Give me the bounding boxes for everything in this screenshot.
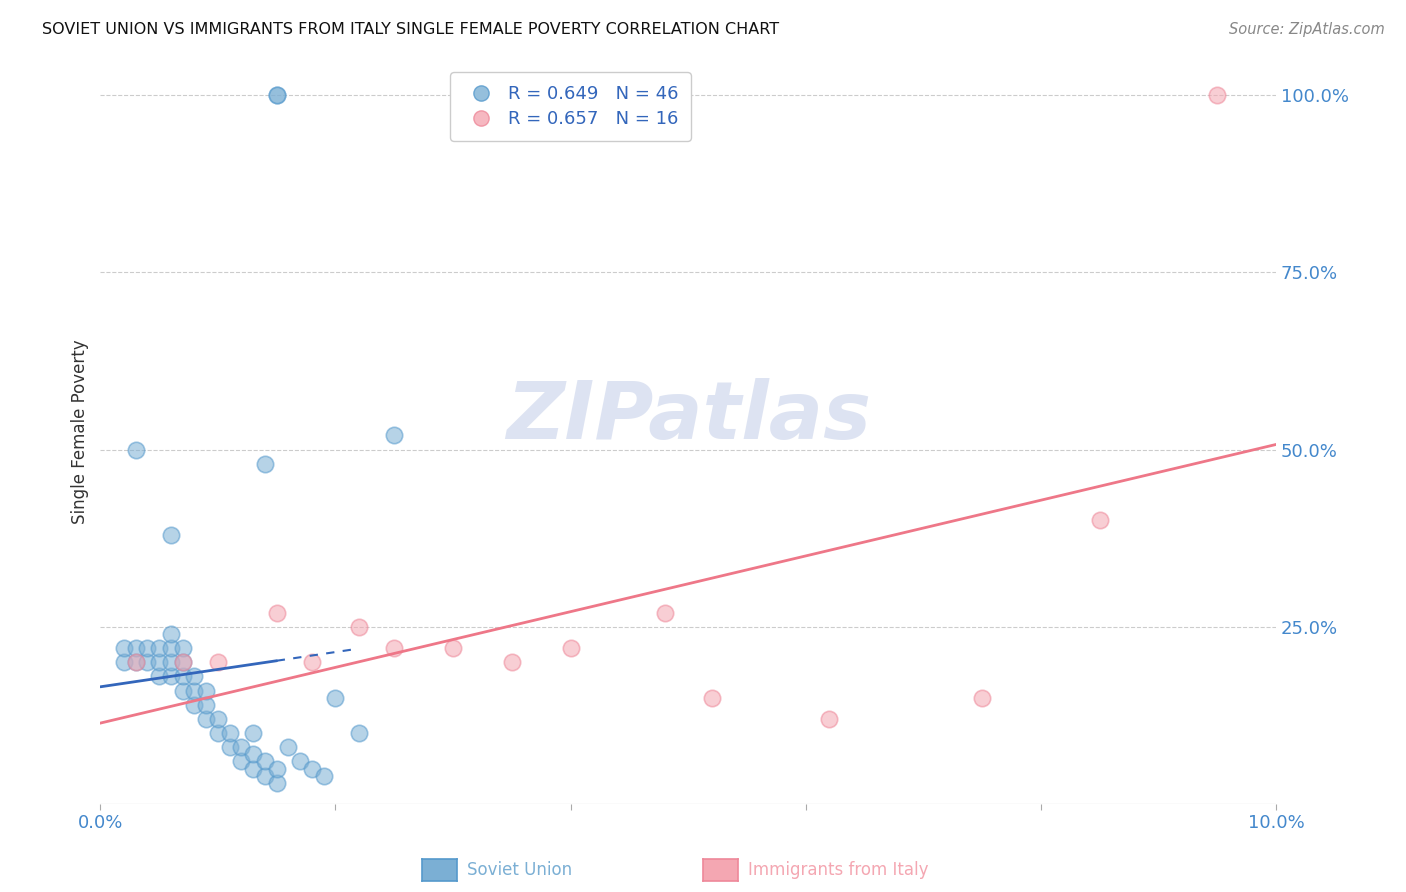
Text: Immigrants from Italy: Immigrants from Italy xyxy=(748,861,928,880)
Point xyxy=(277,740,299,755)
Point xyxy=(207,655,229,669)
Point xyxy=(124,442,146,457)
Point xyxy=(172,655,194,669)
Text: ZIPatlas: ZIPatlas xyxy=(506,378,870,456)
Point xyxy=(183,669,205,683)
Point xyxy=(160,669,183,683)
Point xyxy=(301,655,323,669)
Point xyxy=(253,457,276,471)
Point xyxy=(148,655,170,669)
Text: Source: ZipAtlas.com: Source: ZipAtlas.com xyxy=(1229,22,1385,37)
Point xyxy=(218,726,240,740)
Point xyxy=(183,683,205,698)
Point xyxy=(253,755,276,769)
Point xyxy=(1206,88,1229,103)
Point xyxy=(136,655,159,669)
Point xyxy=(172,683,194,698)
Point xyxy=(818,712,841,726)
Point xyxy=(266,762,288,776)
Legend: R = 0.649   N = 46, R = 0.657   N = 16: R = 0.649 N = 46, R = 0.657 N = 16 xyxy=(450,72,692,141)
Point xyxy=(112,655,135,669)
Point xyxy=(560,640,582,655)
Point xyxy=(112,640,135,655)
Point xyxy=(700,690,723,705)
Point xyxy=(124,655,146,669)
Point xyxy=(195,712,218,726)
Point xyxy=(172,655,194,669)
Point xyxy=(160,527,183,541)
Point xyxy=(290,755,312,769)
Point xyxy=(207,726,229,740)
Point xyxy=(382,428,405,442)
Point xyxy=(195,698,218,712)
Point xyxy=(253,769,276,783)
Point xyxy=(172,669,194,683)
Point xyxy=(1088,513,1111,527)
Point xyxy=(266,88,288,103)
Point xyxy=(172,640,194,655)
Point xyxy=(242,726,264,740)
Text: Soviet Union: Soviet Union xyxy=(467,861,572,880)
Point xyxy=(654,606,676,620)
Point xyxy=(136,640,159,655)
Point xyxy=(242,762,264,776)
Point xyxy=(148,640,170,655)
Point xyxy=(148,669,170,683)
Point xyxy=(218,740,240,755)
Point xyxy=(124,655,146,669)
Point xyxy=(124,640,146,655)
Point xyxy=(266,606,288,620)
Text: SOVIET UNION VS IMMIGRANTS FROM ITALY SINGLE FEMALE POVERTY CORRELATION CHART: SOVIET UNION VS IMMIGRANTS FROM ITALY SI… xyxy=(42,22,779,37)
Point xyxy=(160,655,183,669)
Point xyxy=(231,740,253,755)
Point xyxy=(312,769,335,783)
Point xyxy=(325,690,347,705)
Point xyxy=(441,640,464,655)
Point xyxy=(501,655,523,669)
Point xyxy=(301,762,323,776)
Point xyxy=(231,755,253,769)
Point xyxy=(160,640,183,655)
Point xyxy=(347,620,370,634)
Point xyxy=(160,627,183,641)
Point xyxy=(242,747,264,762)
Point xyxy=(183,698,205,712)
Y-axis label: Single Female Poverty: Single Female Poverty xyxy=(72,340,89,524)
Point xyxy=(347,726,370,740)
Point xyxy=(195,683,218,698)
Point xyxy=(382,640,405,655)
Point xyxy=(266,88,288,103)
Point xyxy=(207,712,229,726)
Point xyxy=(266,775,288,789)
Point xyxy=(970,690,993,705)
